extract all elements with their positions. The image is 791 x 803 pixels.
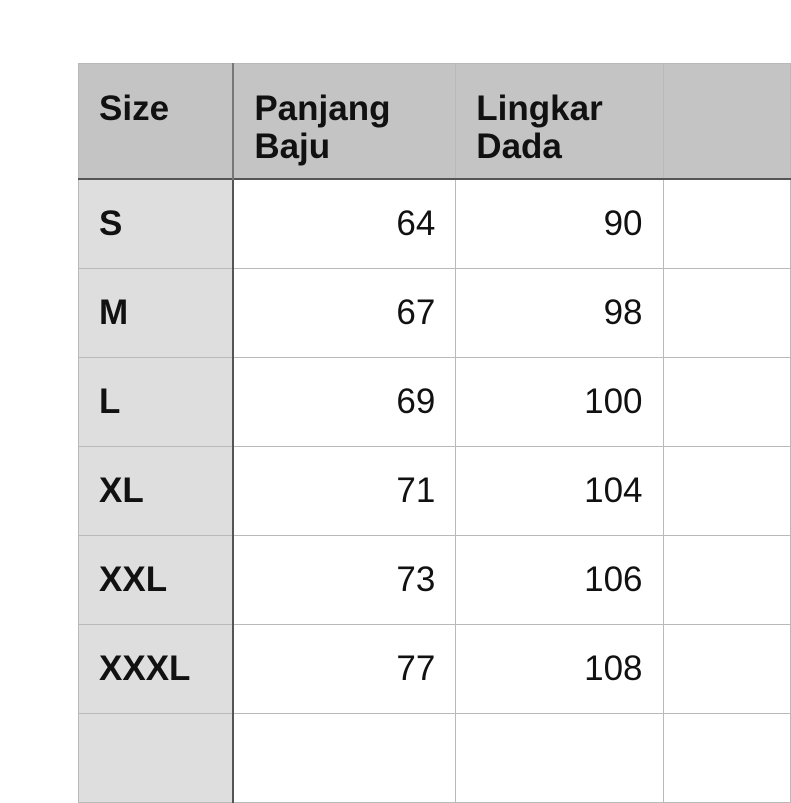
empty-cell — [662, 445, 791, 536]
empty-cell — [662, 178, 791, 269]
size-cell — [78, 712, 235, 803]
empty-cell — [662, 623, 791, 714]
table-row: XL 71 104 — [78, 445, 791, 536]
lingkar-dada-cell: 90 — [455, 178, 664, 269]
panjang-baju-cell: 77 — [232, 623, 457, 714]
header-row: Size Panjang Baju Lingkar Dada — [78, 63, 791, 179]
size-cell: XXL — [78, 534, 235, 625]
lingkar-dada-cell: 98 — [455, 267, 664, 358]
size-chart-table: Size Panjang Baju Lingkar Dada S 64 90 M 67 9… — [78, 63, 791, 803]
header-size: Size — [78, 63, 235, 179]
size-cell: L — [78, 356, 235, 447]
panjang-baju-cell: 71 — [232, 445, 457, 536]
panjang-baju-cell: 69 — [232, 356, 457, 447]
table-row: XXL 73 106 — [78, 534, 791, 625]
table-row: S 64 90 — [78, 178, 791, 269]
size-cell: M — [78, 267, 235, 358]
panjang-baju-cell — [232, 712, 457, 803]
empty-cell — [662, 712, 791, 803]
empty-cell — [662, 356, 791, 447]
empty-cell — [662, 534, 791, 625]
panjang-baju-cell: 64 — [232, 178, 457, 269]
header-panjang-baju: Panjang Baju — [232, 63, 457, 179]
table-row — [78, 712, 791, 803]
size-cell: S — [78, 178, 235, 269]
size-cell: XXXL — [78, 623, 235, 714]
table-row: M 67 98 — [78, 267, 791, 358]
panjang-baju-cell: 67 — [232, 267, 457, 358]
lingkar-dada-cell: 106 — [455, 534, 664, 625]
lingkar-dada-cell: 104 — [455, 445, 664, 536]
size-cell: XL — [78, 445, 235, 536]
lingkar-dada-cell: 108 — [455, 623, 664, 714]
header-empty — [662, 63, 791, 179]
empty-cell — [662, 267, 791, 358]
header-lingkar-dada: Lingkar Dada — [455, 63, 664, 179]
lingkar-dada-cell: 100 — [455, 356, 664, 447]
panjang-baju-cell: 73 — [232, 534, 457, 625]
table-row: L 69 100 — [78, 356, 791, 447]
table-row: XXXL 77 108 — [78, 623, 791, 714]
lingkar-dada-cell — [455, 712, 664, 803]
